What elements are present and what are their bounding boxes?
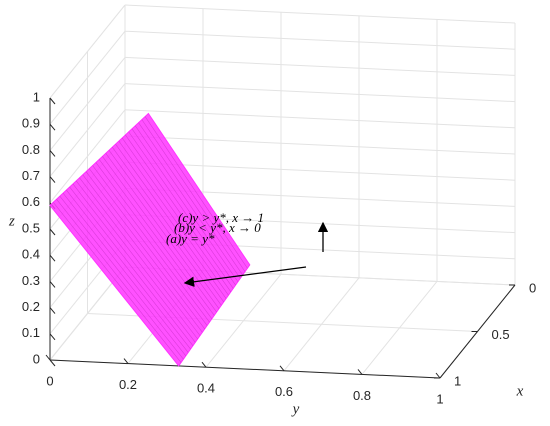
grid-line xyxy=(124,4,516,24)
z-tick-label: 0.3 xyxy=(22,273,40,288)
mesh-line xyxy=(112,147,224,303)
mesh-line xyxy=(79,177,201,336)
mesh-line xyxy=(105,153,220,309)
z-tick-label: 0.8 xyxy=(22,142,40,157)
z-tick xyxy=(49,359,56,367)
z-tick xyxy=(49,97,56,105)
mesh-line xyxy=(66,189,191,350)
y-axis-label: y xyxy=(291,401,300,417)
y-tick xyxy=(435,372,441,379)
grid-line xyxy=(124,56,516,76)
mesh-line xyxy=(89,168,208,326)
annotation: (a)y = y* xyxy=(166,231,215,246)
y-tick xyxy=(201,361,207,368)
surface-group xyxy=(49,112,251,367)
y-tick-label: 0.4 xyxy=(197,381,215,396)
mesh-line xyxy=(118,140,229,296)
surface xyxy=(49,112,251,367)
z-tick xyxy=(49,176,56,183)
y-axis xyxy=(49,359,441,379)
x-tick-label: 1 xyxy=(454,373,461,388)
mesh-line xyxy=(76,180,198,340)
y-tick-label: 0 xyxy=(46,373,53,388)
x-axis-label: x xyxy=(516,383,524,399)
mesh-line xyxy=(98,159,215,316)
z-tick-label: 0.1 xyxy=(22,325,40,340)
mesh-line xyxy=(138,122,243,276)
z-tick-label: 1 xyxy=(33,89,40,104)
y-tick xyxy=(45,354,51,361)
mesh-line xyxy=(92,165,210,323)
mesh-line xyxy=(115,143,227,299)
mesh-line xyxy=(62,192,189,353)
z-tick xyxy=(49,281,56,288)
y-tick-label: 1 xyxy=(436,391,443,406)
z-tick-label: 0.5 xyxy=(22,220,40,235)
z-axis-label: z xyxy=(8,213,15,229)
labels: 0 0.1 0.2 0.3 0.4 0.5 0.6 0.7 0.8 0.9 1 0 0.2 0.4 0.6 0… xyxy=(8,89,536,417)
grid-line xyxy=(124,161,516,181)
mesh-line xyxy=(121,137,232,293)
z-tick xyxy=(49,228,56,236)
z-tick-label: 0.9 xyxy=(22,116,40,131)
mesh-line xyxy=(135,125,241,279)
z-tick-label: 0.6 xyxy=(22,194,40,209)
z-tick-label: 0.4 xyxy=(22,247,40,262)
mesh-line xyxy=(144,116,248,269)
annotation: (b)y < y*, x → 0 xyxy=(174,220,261,235)
z-tick-label: 0.7 xyxy=(22,168,40,183)
grid-line xyxy=(124,135,516,155)
y-tick xyxy=(279,365,285,372)
z-tick-label: 0.2 xyxy=(22,299,40,314)
mesh-line xyxy=(95,162,213,319)
mesh-line xyxy=(141,119,246,272)
grid-line xyxy=(124,109,516,129)
mesh-line xyxy=(69,186,194,346)
y-tick xyxy=(123,358,129,364)
mesh-line xyxy=(125,134,234,289)
z-tick xyxy=(49,123,56,131)
mesh-line xyxy=(59,196,187,357)
grid-line xyxy=(124,30,516,50)
mesh-line xyxy=(108,150,222,306)
y-tick xyxy=(357,369,363,375)
z-tick-label: 0 xyxy=(33,351,40,366)
y-tick-label: 0.6 xyxy=(275,384,293,399)
x-tick-label: 0.5 xyxy=(492,327,510,342)
grid-line xyxy=(124,83,516,103)
mesh-line xyxy=(82,174,203,333)
z-tick xyxy=(49,333,56,341)
mesh-line xyxy=(102,156,217,313)
annotation: (c)y > y*, x → 1 xyxy=(178,210,264,225)
mesh-line xyxy=(128,131,236,286)
x-tick-label: 0 xyxy=(529,280,536,295)
mesh-line xyxy=(72,183,196,343)
mesh-line xyxy=(56,199,184,360)
z-tick xyxy=(49,254,56,262)
y-tick-label: 0.8 xyxy=(353,388,371,403)
z-tick xyxy=(49,307,56,314)
mesh-line xyxy=(131,128,239,282)
z-tick xyxy=(49,150,56,157)
mesh-line xyxy=(53,202,182,363)
mesh-line xyxy=(85,171,206,330)
arrow xyxy=(183,266,307,287)
y-tick-label: 0.2 xyxy=(119,377,137,392)
